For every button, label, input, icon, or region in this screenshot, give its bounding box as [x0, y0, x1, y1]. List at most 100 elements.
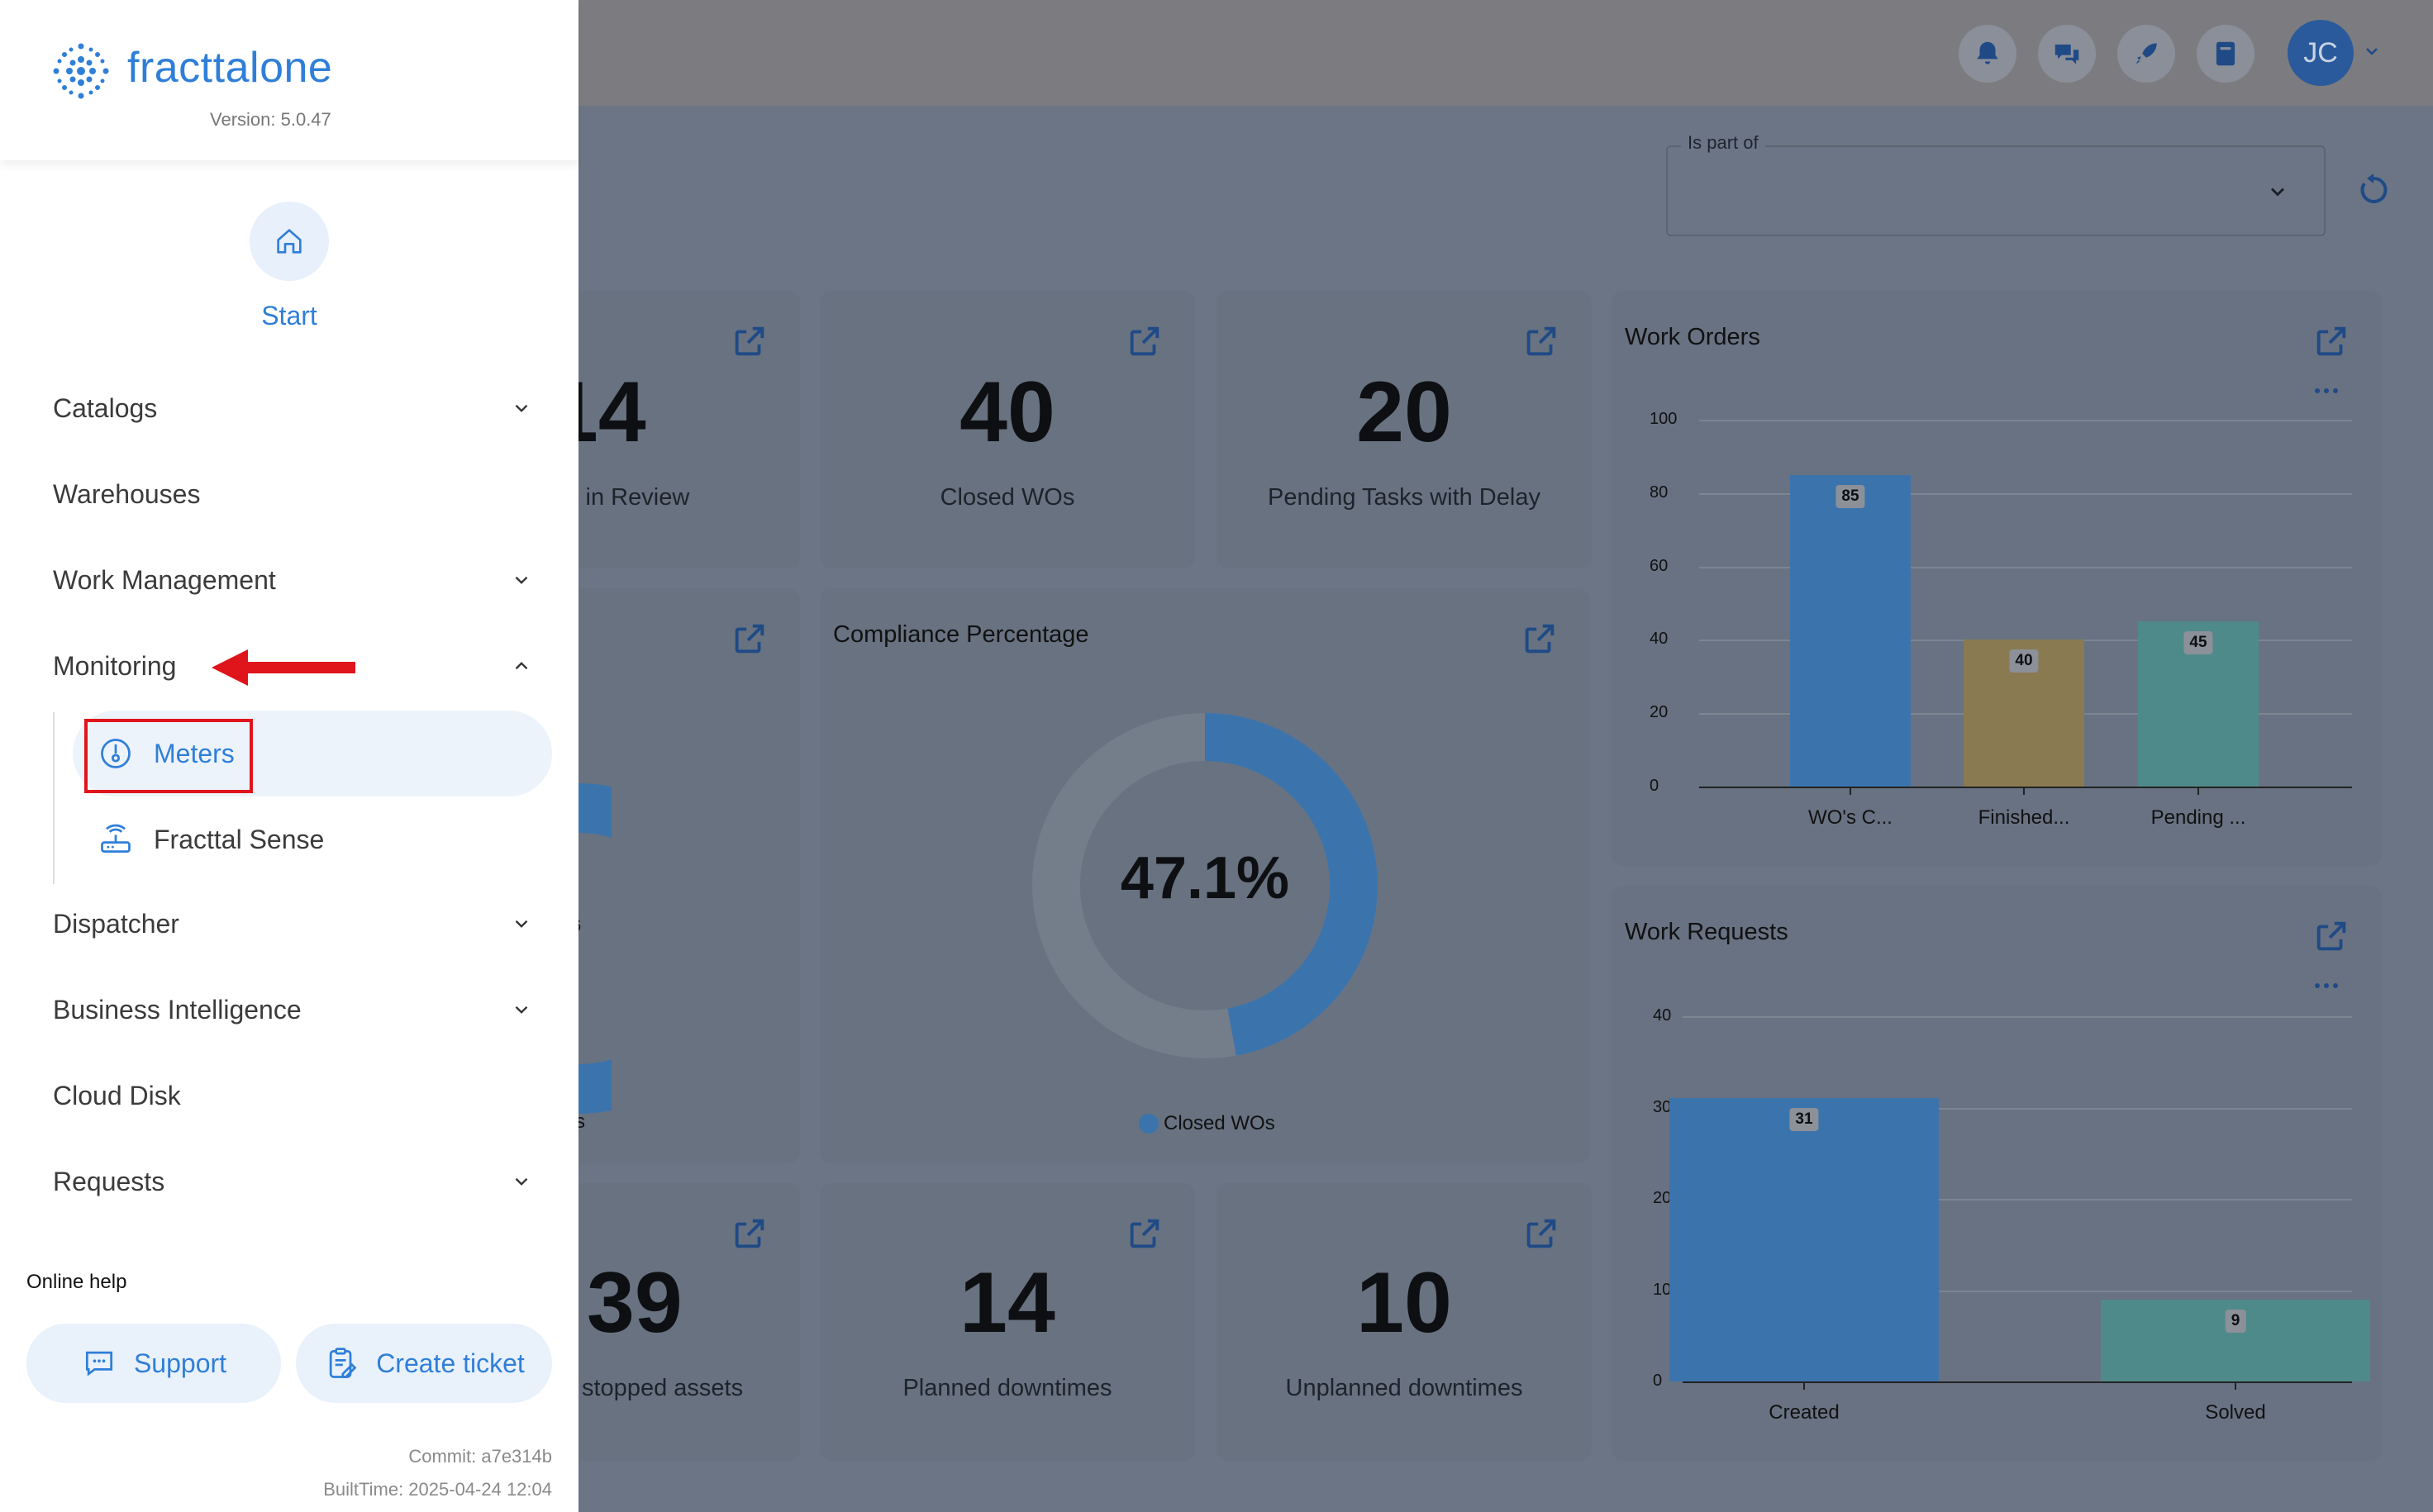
- sidebar-header: fracttalone Version: 5.0.47: [0, 0, 578, 160]
- external-link-icon[interactable]: [1521, 620, 1559, 658]
- x-tick-label: Created: [1769, 1401, 1840, 1424]
- y-tick-label: 20: [1653, 1189, 1672, 1207]
- grid-line: [1683, 1016, 2352, 1018]
- external-link-icon[interactable]: [1126, 322, 1164, 360]
- kpi-value: 20: [1356, 364, 1452, 460]
- filter-label: Is part of: [1681, 132, 1765, 154]
- meter-icon: [101, 739, 131, 768]
- book-icon[interactable]: [2197, 25, 2254, 83]
- create-ticket-button[interactable]: Create ticket: [296, 1324, 552, 1403]
- legend-label: Closed WOs: [1164, 1112, 1275, 1134]
- refresh-icon[interactable]: [2354, 170, 2393, 210]
- external-link-icon[interactable]: [2312, 917, 2350, 955]
- kpi-label: Planned downtimes: [902, 1375, 1112, 1401]
- more-options-icon[interactable]: [2314, 387, 2339, 395]
- y-tick-label: 40: [1650, 630, 1669, 649]
- kpi-card-pending-delay: 20 Pending Tasks with Delay: [1216, 291, 1592, 568]
- build-time-info: BuiltTime: 2025-04-24 12:04: [323, 1479, 552, 1500]
- y-tick-label: 100: [1650, 410, 1678, 428]
- compliance-value: 47.1%: [1120, 845, 1290, 911]
- sidebar-item-business-intelligence[interactable]: Business Intelligence: [53, 985, 532, 1034]
- sidebar: fracttalone Version: 5.0.47 Start Catalo…: [0, 0, 578, 1512]
- x-tick: [2023, 787, 2025, 795]
- kpi-label: stopped assets: [582, 1375, 744, 1401]
- sidebar-item-requests[interactable]: Requests: [53, 1157, 532, 1206]
- submenu-guide-line: [53, 712, 55, 884]
- grid-line: [1699, 492, 2352, 495]
- sidebar-item-meters[interactable]: Meters: [98, 729, 235, 778]
- more-options-icon[interactable]: [2314, 982, 2339, 990]
- y-tick-label: 0: [1650, 777, 1659, 795]
- x-tick-label: Solved: [2205, 1401, 2266, 1424]
- sidebar-item-fracttal-sense[interactable]: Fracttal Sense: [98, 815, 324, 864]
- chat-icon[interactable]: [2038, 25, 2096, 83]
- external-link-icon[interactable]: [731, 620, 769, 658]
- red-arrow-annotation: [212, 649, 355, 686]
- chevron-up-icon: [515, 662, 528, 670]
- router-icon: [101, 824, 131, 853]
- kpi-card-closed: 40 Closed WOs: [820, 291, 1195, 568]
- sidebar-item-monitoring[interactable]: Monitoring: [53, 641, 532, 691]
- grid-line: [1683, 1107, 2352, 1110]
- external-link-icon[interactable]: [1522, 322, 1560, 360]
- y-tick-label: 40: [1653, 1006, 1672, 1025]
- external-link-icon[interactable]: [731, 1215, 769, 1253]
- chevron-down-icon[interactable]: [2362, 41, 2382, 61]
- sidebar-item-warehouses[interactable]: Warehouses: [53, 478, 201, 509]
- partial-donut: [578, 783, 612, 1114]
- rocket-icon[interactable]: [2117, 25, 2175, 83]
- work-requests-card: Work Requests 0 10 20 30 40 31 Created 9 Solved: [1612, 886, 2382, 1461]
- online-help-title: Online help: [26, 1271, 127, 1293]
- is-part-of-select[interactable]: [1666, 145, 2326, 236]
- x-tick: [1850, 787, 1851, 795]
- sidebar-item-work-management[interactable]: Work Management: [53, 555, 532, 605]
- x-tick: [2197, 787, 2199, 795]
- work-orders-card: Work Orders 0 20 40 60 80 100 85 WO's C... 40 Fin…: [1612, 291, 2382, 866]
- submenu-active-background: [73, 711, 552, 796]
- kpi-card-planned: 14 Planned downtimes: [820, 1183, 1195, 1461]
- y-tick-label: 30: [1653, 1097, 1672, 1116]
- chevron-down-icon: [515, 404, 528, 412]
- y-tick-label: 10: [1653, 1280, 1672, 1299]
- fracttal-logo-icon: [53, 43, 109, 99]
- x-tick-label: Finished...: [1978, 806, 2070, 829]
- legend-dot: [1139, 1114, 1159, 1134]
- bar[interactable]: [1790, 474, 1911, 787]
- external-link-icon[interactable]: [2312, 322, 2350, 360]
- highlight-annotation-box: [84, 719, 253, 793]
- kpi-value: 39: [587, 1255, 683, 1351]
- bar-value-label: 85: [1835, 484, 1865, 508]
- chevron-down-icon[interactable]: [2266, 180, 2289, 203]
- bell-icon[interactable]: [1959, 25, 2016, 83]
- kpi-card-unplanned: 10 Unplanned downtimes: [1216, 1183, 1592, 1461]
- y-tick-label: 20: [1650, 703, 1669, 722]
- bar-value-label: 45: [2183, 631, 2213, 655]
- external-link-icon[interactable]: [1126, 1215, 1164, 1253]
- sidebar-item-catalogs[interactable]: Catalogs: [53, 383, 532, 433]
- compliance-card: Compliance Percentage 47.1% Closed WOs: [820, 588, 1590, 1163]
- grid-line: [1683, 1290, 2352, 1292]
- app-logo-text: fracttalone: [127, 44, 333, 92]
- chevron-down-icon: [515, 576, 528, 584]
- chevron-down-icon: [515, 920, 528, 928]
- support-button[interactable]: Support: [26, 1324, 281, 1403]
- grid-line: [1699, 420, 2352, 421]
- x-tick: [2235, 1381, 2236, 1390]
- grid-line: [1699, 566, 2352, 568]
- kpi-value: 10: [1356, 1255, 1452, 1351]
- compliance-donut: [1032, 713, 1378, 1058]
- start-button[interactable]: [250, 202, 329, 281]
- y-tick-label: 0: [1653, 1372, 1663, 1390]
- kpi-label: Pending Tasks with Delay: [1268, 484, 1540, 511]
- avatar[interactable]: JC: [2288, 20, 2354, 86]
- chevron-down-icon: [515, 1006, 528, 1014]
- sidebar-item-dispatcher[interactable]: Dispatcher: [53, 899, 532, 949]
- card-title: Work Orders: [1625, 324, 1760, 350]
- external-link-icon[interactable]: [731, 322, 769, 360]
- bar-value-label: 9: [2225, 1309, 2246, 1333]
- bar-value-label: 40: [2009, 649, 2039, 673]
- home-icon: [277, 229, 302, 254]
- bar[interactable]: [1669, 1098, 1939, 1381]
- sidebar-item-cloud-disk[interactable]: Cloud Disk: [53, 1080, 181, 1110]
- external-link-icon[interactable]: [1522, 1215, 1560, 1253]
